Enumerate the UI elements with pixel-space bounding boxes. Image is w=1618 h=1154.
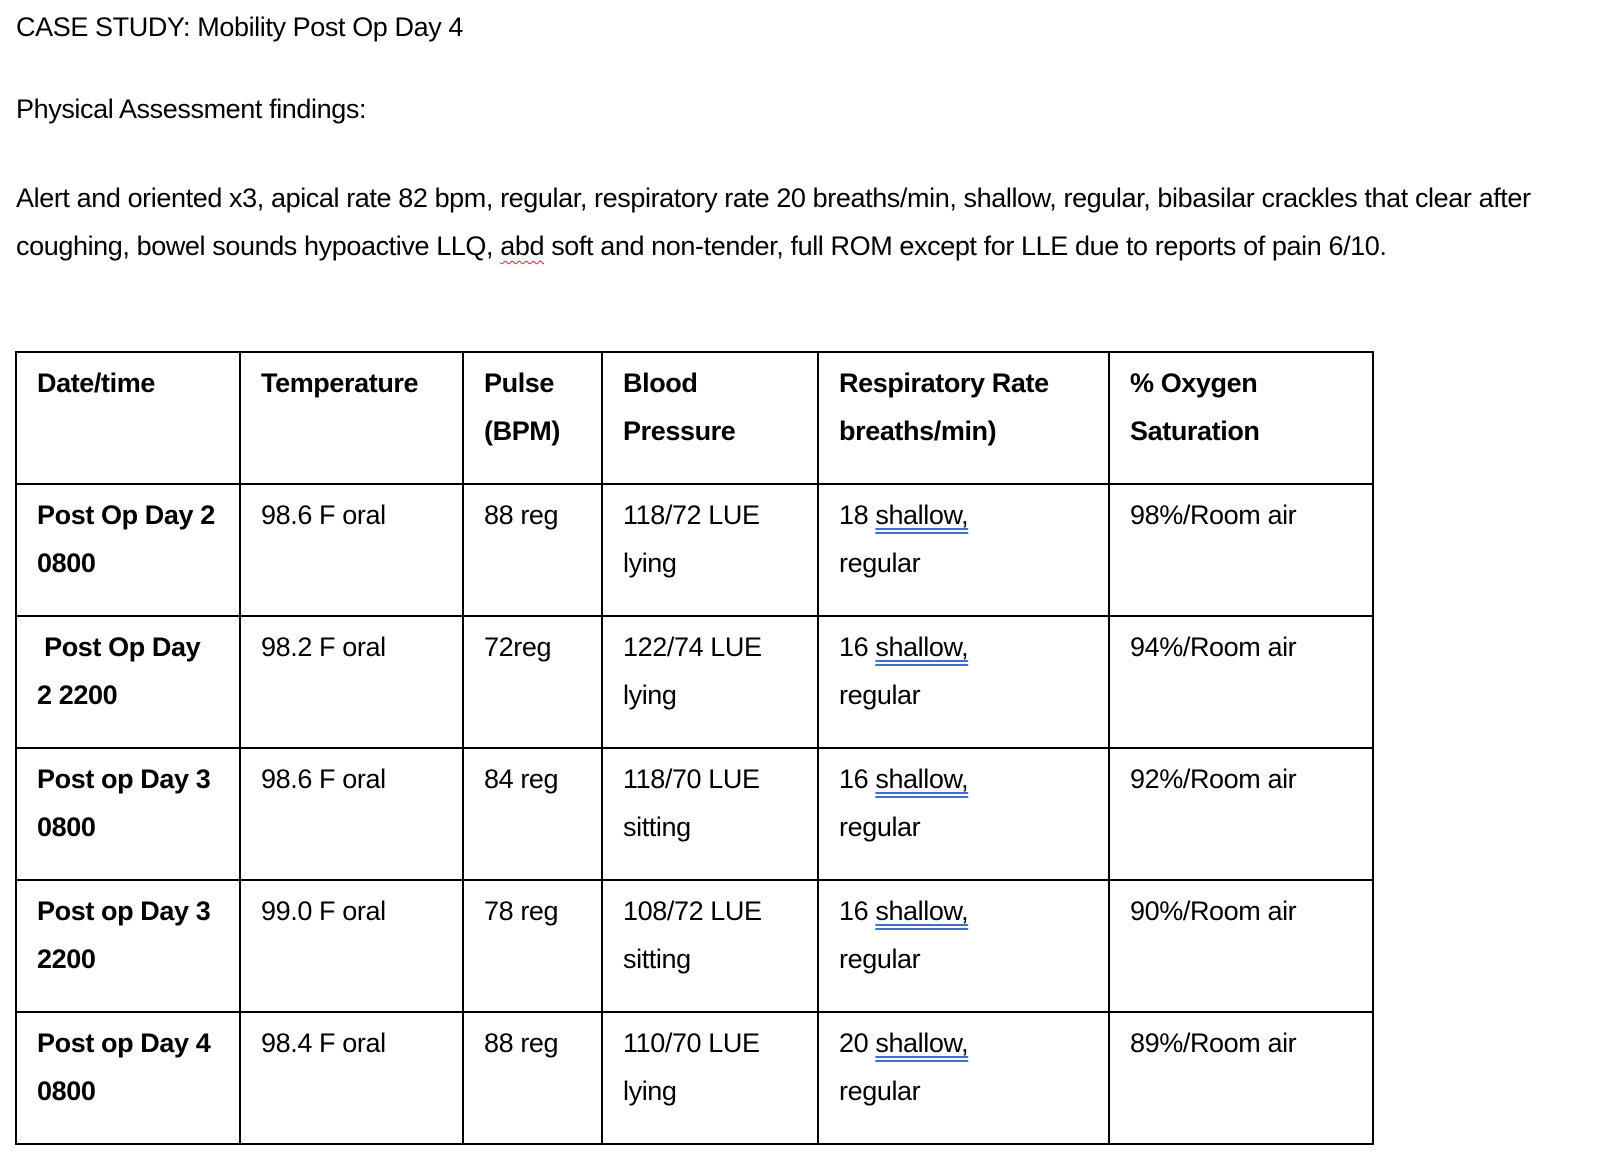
cell-date: Post op Day 4 0800 [15, 1011, 241, 1145]
cell-temperature: 98.6 F oral [239, 483, 464, 617]
header-date: Date/time [15, 351, 241, 485]
grammar-flagged-word[interactable]: shallow, [875, 1028, 969, 1058]
cell-blood-pressure: 110/70 LUE lying [601, 1011, 819, 1145]
table-row: Post Op Day 2 2200 98.2 F oral 72reg 122/74… [15, 615, 1374, 749]
cell-respiratory-rate: 18 shallow, regular [817, 483, 1110, 617]
cell-oxygen: 92%/Room air [1108, 747, 1374, 881]
cell-blood-pressure: 122/74 LUE lying [601, 615, 819, 749]
table-header-row: Date/time Temperature Pulse (BPM) Blood … [15, 351, 1374, 485]
table-row: Post op Day 4 0800 98.4 F oral 88 reg 110/7… [15, 1011, 1374, 1145]
rr-value: 18 [839, 500, 869, 530]
assessment-paragraph: Alert and oriented x3, apical rate 82 bp… [16, 174, 1606, 270]
rr-value: 16 [839, 764, 869, 794]
cell-pulse: 84 reg [462, 747, 603, 881]
cell-blood-pressure: 118/72 LUE lying [601, 483, 819, 617]
cell-respiratory-rate: 16 shallow, regular [817, 747, 1110, 881]
cell-oxygen: 90%/Room air [1108, 879, 1374, 1013]
cell-date: Post Op Day 2 2200 [15, 615, 241, 749]
cell-oxygen: 89%/Room air [1108, 1011, 1374, 1145]
cell-temperature: 98.4 F oral [239, 1011, 464, 1145]
cell-respiratory-rate: 16 shallow, regular [817, 615, 1110, 749]
rr-rhythm: regular [839, 944, 921, 974]
rr-rhythm: regular [839, 680, 921, 710]
cell-pulse: 72reg [462, 615, 603, 749]
cell-date: Post Op Day 2 0800 [15, 483, 241, 617]
spellcheck-flagged-word[interactable]: abd [500, 231, 545, 261]
header-pulse: Pulse (BPM) [462, 351, 603, 485]
table-row: Post op Day 3 2200 99.0 F oral 78 reg 108/7… [15, 879, 1374, 1013]
cell-blood-pressure: 108/72 LUE sitting [601, 879, 819, 1013]
cell-date: Post op Day 3 0800 [15, 747, 241, 881]
cell-temperature: 98.2 F oral [239, 615, 464, 749]
rr-value: 16 [839, 896, 869, 926]
header-oxygen: % Oxygen Saturation [1108, 351, 1374, 485]
rr-value: 16 [839, 632, 869, 662]
cell-oxygen: 98%/Room air [1108, 483, 1374, 617]
cell-pulse: 88 reg [462, 483, 603, 617]
cell-temperature: 98.6 F oral [239, 747, 464, 881]
cell-pulse: 78 reg [462, 879, 603, 1013]
section-heading: Physical Assessment findings: [16, 94, 367, 124]
cell-respiratory-rate: 20 shallow, regular [817, 1011, 1110, 1145]
header-respiratory-rate: Respiratory Rate breaths/min) [817, 351, 1110, 485]
cell-oxygen: 94%/Room air [1108, 615, 1374, 749]
rr-rhythm: regular [839, 548, 921, 578]
cell-temperature: 99.0 F oral [239, 879, 464, 1013]
grammar-flagged-word[interactable]: shallow, [875, 764, 969, 794]
grammar-flagged-word[interactable]: shallow, [875, 500, 969, 530]
grammar-flagged-word[interactable]: shallow, [875, 896, 969, 926]
document-title: CASE STUDY: Mobility Post Op Day 4 [16, 12, 464, 42]
header-temperature: Temperature [239, 351, 464, 485]
vital-signs-table: Date/time Temperature Pulse (BPM) Blood … [15, 351, 1374, 1145]
cell-blood-pressure: 118/70 LUE sitting [601, 747, 819, 881]
findings-text: soft and non-tender, full ROM except for… [544, 231, 1387, 261]
cell-respiratory-rate: 16 shallow, regular [817, 879, 1110, 1013]
rr-value: 20 [839, 1028, 869, 1058]
table-row: Post Op Day 2 0800 98.6 F oral 88 reg 118/7… [15, 483, 1374, 617]
grammar-flagged-word[interactable]: shallow, [875, 632, 969, 662]
cell-pulse: 88 reg [462, 1011, 603, 1145]
rr-rhythm: regular [839, 812, 921, 842]
findings-text: Alert and oriented x3, apical rate 82 bp… [16, 183, 1531, 261]
cell-date: Post op Day 3 2200 [15, 879, 241, 1013]
table-row: Post op Day 3 0800 98.6 F oral 84 reg 118/7… [15, 747, 1374, 881]
rr-rhythm: regular [839, 1076, 921, 1106]
header-blood-pressure: Blood Pressure [601, 351, 819, 485]
